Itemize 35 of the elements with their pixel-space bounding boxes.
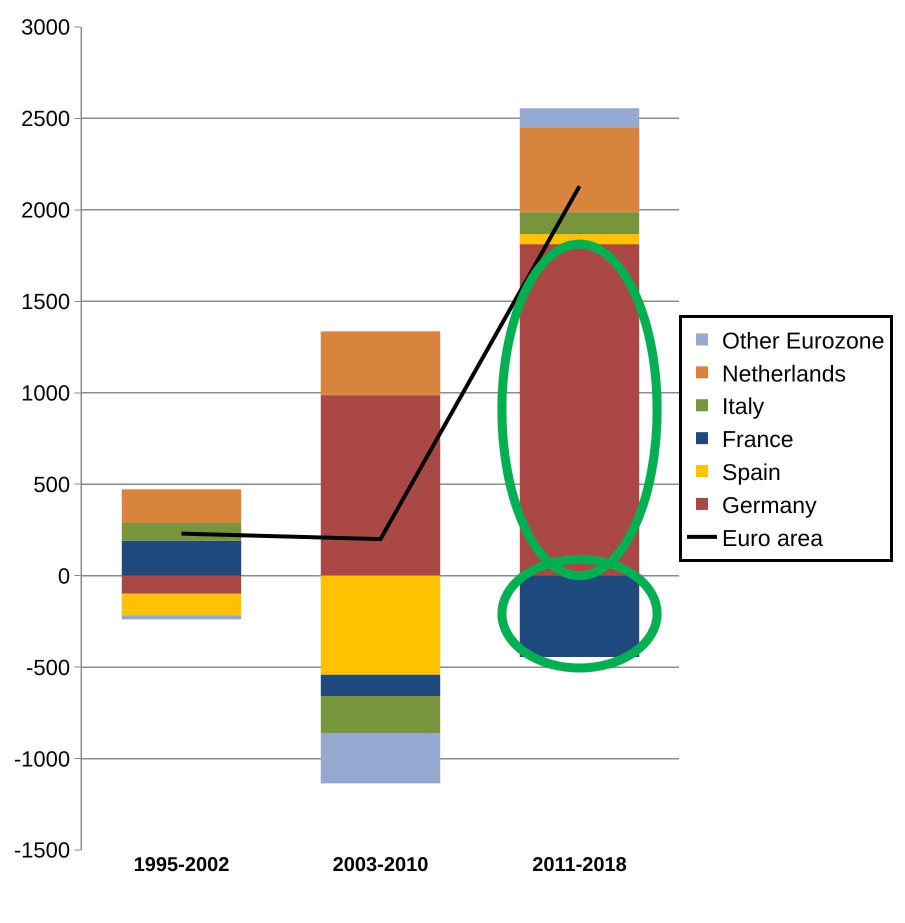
bar <box>122 540 242 576</box>
bar <box>320 331 440 396</box>
bar <box>320 696 440 733</box>
legend-label: Other Eurozone <box>722 327 884 354</box>
y-tick-label: 0 <box>58 563 70 588</box>
y-tick-label: 3000 <box>21 14 70 40</box>
bar <box>520 127 640 212</box>
bar <box>122 576 242 594</box>
bar <box>520 108 640 128</box>
bar <box>520 576 640 658</box>
x-tick-label: 2003-2010 <box>332 854 428 876</box>
y-tick-label: 500 <box>33 472 70 497</box>
legend-label: Germany <box>722 492 818 518</box>
legend-label: Spain <box>722 459 781 486</box>
bar <box>122 615 242 620</box>
y-tick-label: -500 <box>26 654 70 680</box>
y-tick-label: -1000 <box>14 746 70 772</box>
x-tick-label: 2011-2018 <box>532 854 627 876</box>
legend-label: Italy <box>722 393 765 420</box>
bar <box>122 489 242 523</box>
y-tick-label: -1500 <box>14 838 70 863</box>
bar <box>320 395 440 576</box>
bar <box>320 576 440 675</box>
y-tick-label: 2500 <box>21 106 70 132</box>
legend-label: France <box>722 426 794 452</box>
bar <box>320 674 440 696</box>
y-tick-label: 2000 <box>21 198 70 223</box>
bar <box>320 732 440 784</box>
y-tick-label: 1000 <box>21 380 70 406</box>
bar <box>122 594 242 616</box>
x-tick-label: 1995-2002 <box>134 854 230 876</box>
legend-label: Euro area <box>722 524 824 551</box>
legend-label: Netherlands <box>722 360 846 386</box>
y-tick-label: 1500 <box>21 289 70 314</box>
bar <box>520 212 640 234</box>
